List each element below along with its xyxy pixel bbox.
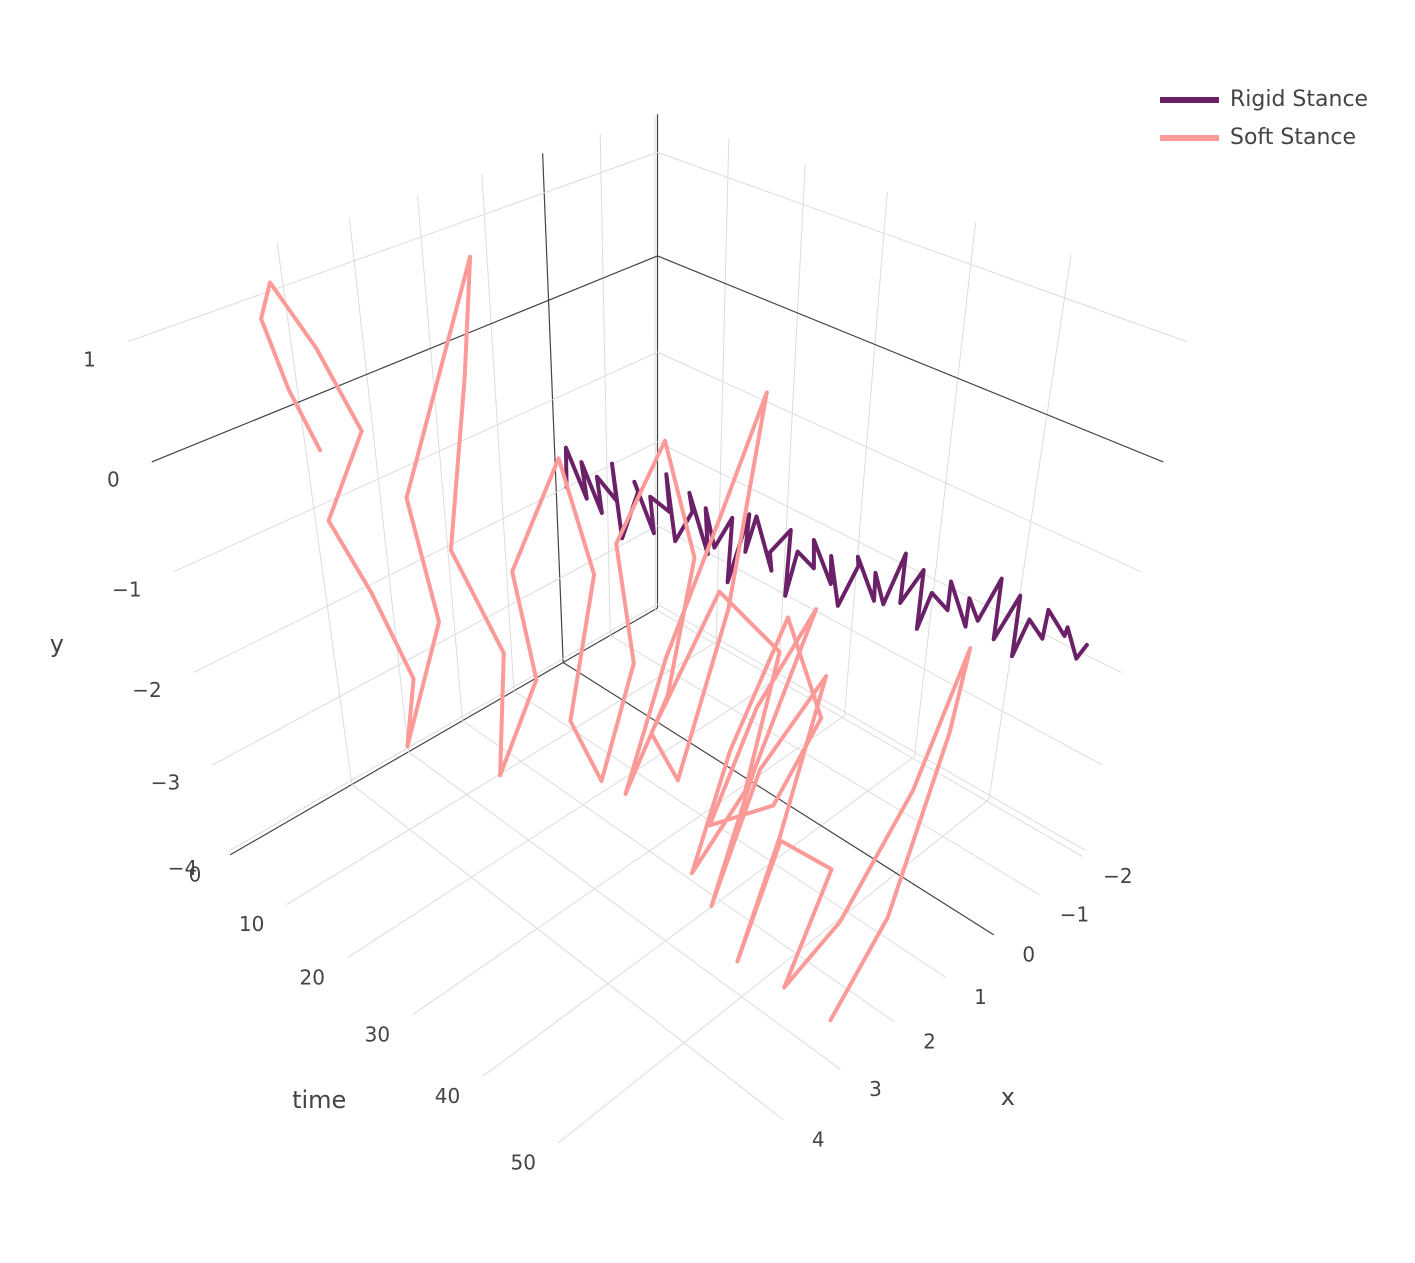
grid-line bbox=[913, 222, 977, 757]
grid-line bbox=[657, 151, 1188, 343]
axis-title: y bbox=[50, 630, 64, 658]
grid-line bbox=[988, 254, 1072, 800]
time-tick-label: 50 bbox=[511, 1150, 536, 1174]
grid-line bbox=[348, 218, 409, 752]
x-tick-label: −2 bbox=[1103, 864, 1132, 888]
time-tick-label: 40 bbox=[435, 1084, 460, 1108]
grid-line bbox=[481, 173, 515, 691]
grid-line bbox=[127, 151, 658, 343]
grid-line bbox=[657, 351, 1142, 573]
legend-text[interactable]: Rigid Stance bbox=[1230, 87, 1368, 112]
axis-title: x bbox=[1001, 1083, 1015, 1111]
time-tick-label: 20 bbox=[300, 965, 325, 989]
grid bbox=[127, 114, 1188, 1144]
time-tick-label: 30 bbox=[365, 1022, 390, 1046]
x-tick-label: 2 bbox=[923, 1030, 936, 1054]
x-tick-label: 4 bbox=[812, 1127, 825, 1151]
y-tick-label: −3 bbox=[151, 771, 180, 795]
zero-line bbox=[657, 255, 1164, 463]
grid-line bbox=[777, 164, 806, 678]
grid-line bbox=[657, 603, 1087, 852]
zero-line bbox=[542, 153, 564, 663]
x-tick-label: 0 bbox=[1022, 942, 1035, 966]
grid-line bbox=[417, 195, 463, 721]
trace-line bbox=[259, 254, 973, 1023]
grid-line bbox=[557, 799, 990, 1144]
x-tick-label: 3 bbox=[869, 1077, 882, 1101]
grid-line bbox=[276, 243, 353, 785]
y-tick-label: 1 bbox=[83, 347, 96, 371]
grid-line bbox=[513, 690, 946, 978]
y-tick-label: 0 bbox=[107, 467, 120, 491]
grid-line bbox=[351, 784, 784, 1121]
grid-line bbox=[655, 608, 1084, 858]
time-tick-label: 10 bbox=[239, 912, 264, 936]
axis-title: time bbox=[292, 1086, 346, 1114]
y-tick-label: −1 bbox=[112, 577, 141, 601]
grid-line bbox=[843, 192, 888, 716]
y-tick-label: −4 bbox=[168, 856, 197, 880]
grid-line bbox=[462, 720, 895, 1023]
zero-line bbox=[151, 255, 658, 463]
grid-line bbox=[347, 677, 779, 959]
grid-line bbox=[228, 603, 658, 852]
time-tick-label: 0 bbox=[189, 862, 202, 886]
x-tick-label: 1 bbox=[974, 985, 987, 1009]
grid-line bbox=[408, 751, 841, 1070]
legend: Rigid Stance Soft Stance bbox=[1160, 87, 1368, 150]
grid-line bbox=[609, 634, 1040, 896]
marks bbox=[259, 254, 1089, 1023]
y-tick-label: −2 bbox=[132, 678, 161, 702]
labels: 0 10 20 30 40 50 −2 −1 0 1 2 3 4 −4 −3 −2 −1 0 1 time x y bbox=[50, 347, 1133, 1174]
trace-line bbox=[563, 445, 1089, 661]
grid-line bbox=[412, 715, 845, 1016]
x-tick-label: −1 bbox=[1060, 902, 1089, 926]
grid-line bbox=[482, 755, 915, 1077]
legend-text[interactable]: Soft Stance bbox=[1230, 125, 1356, 150]
zero-line bbox=[229, 607, 658, 856]
